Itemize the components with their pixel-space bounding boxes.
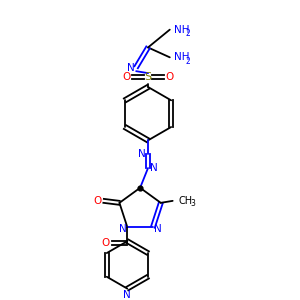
Text: CH: CH bbox=[178, 196, 193, 206]
Text: 3: 3 bbox=[190, 199, 195, 208]
Text: O: O bbox=[166, 72, 174, 82]
Text: NH: NH bbox=[174, 52, 189, 62]
Text: O: O bbox=[94, 196, 102, 206]
Text: N: N bbox=[124, 290, 131, 300]
Text: NH: NH bbox=[174, 25, 189, 35]
Text: O: O bbox=[101, 238, 110, 248]
Text: N: N bbox=[118, 224, 126, 234]
Text: N: N bbox=[127, 63, 135, 73]
Text: 2: 2 bbox=[186, 57, 190, 66]
Text: N: N bbox=[138, 149, 146, 159]
Text: N: N bbox=[150, 163, 158, 173]
Text: S: S bbox=[145, 72, 152, 82]
Text: N: N bbox=[154, 224, 162, 234]
Text: O: O bbox=[122, 72, 130, 82]
Text: 2: 2 bbox=[186, 29, 190, 38]
